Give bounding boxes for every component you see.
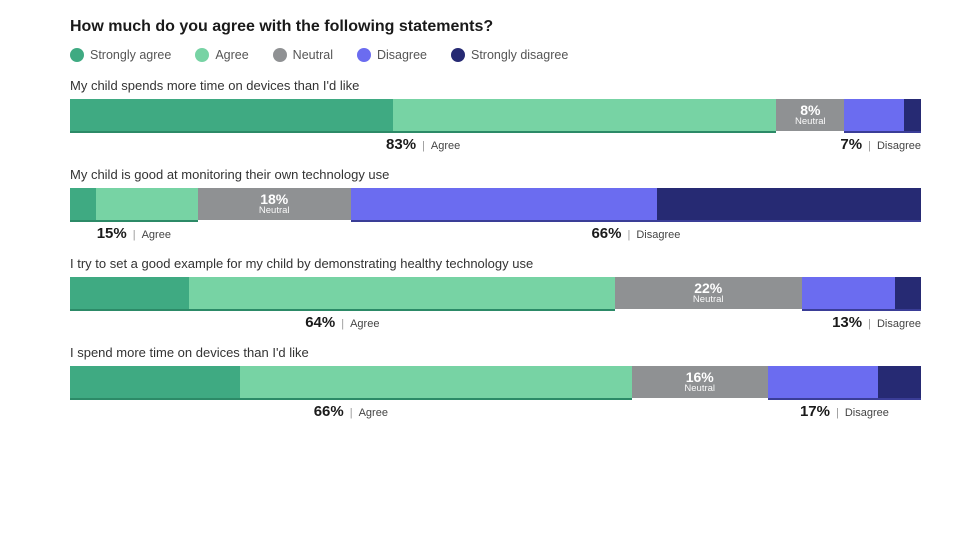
annotation-underline xyxy=(351,220,921,222)
legend-item: Strongly agree xyxy=(70,48,171,62)
bar-segment-strongly_disagree xyxy=(904,99,921,131)
statement-block: I try to set a good example for my child… xyxy=(70,256,921,337)
legend: Strongly agree Agree Neutral Disagree Strong… xyxy=(70,48,921,62)
legend-label: Neutral xyxy=(293,48,333,62)
segment-inbar-label: 8%Neutral xyxy=(795,103,826,127)
legend-item: Disagree xyxy=(357,48,427,62)
stacked-bar: 8%Neutral xyxy=(70,99,921,131)
legend-item: Neutral xyxy=(273,48,333,62)
annotation-underline xyxy=(802,309,921,311)
legend-swatch xyxy=(195,48,209,62)
annotation-underline xyxy=(844,131,921,133)
segment-inbar-label: 18%Neutral xyxy=(259,192,290,216)
bar-segment-strongly_agree xyxy=(70,277,189,309)
stacked-bar: 18%Neutral xyxy=(70,188,921,220)
annotation-underline xyxy=(70,220,198,222)
bar-segment-disagree xyxy=(351,188,657,220)
annotation-disagree: 7%|Disagree xyxy=(840,136,921,153)
bar-segment-disagree xyxy=(844,99,904,131)
annotation-disagree: 17%|Disagree xyxy=(800,403,889,420)
annotation-agree: 66%|Agree xyxy=(314,403,388,420)
legend-label: Strongly agree xyxy=(90,48,171,62)
annotation-row: 66%|Agree 17%|Disagree xyxy=(70,398,921,426)
legend-swatch xyxy=(357,48,371,62)
legend-item: Strongly disagree xyxy=(451,48,568,62)
bar-segment-strongly_agree xyxy=(70,99,393,131)
statement-block: I spend more time on devices than I'd li… xyxy=(70,345,921,426)
legend-swatch xyxy=(70,48,84,62)
bar-segment-strongly_agree xyxy=(70,366,240,398)
statement-label: I try to set a good example for my child… xyxy=(70,256,921,271)
legend-label: Agree xyxy=(215,48,248,62)
bar-segment-strongly_disagree xyxy=(878,366,921,398)
annotation-disagree: 13%|Disagree xyxy=(832,314,921,331)
legend-item: Agree xyxy=(195,48,248,62)
annotation-underline xyxy=(70,131,776,133)
chart-title: How much do you agree with the following… xyxy=(70,18,921,36)
annotation-agree: 15%|Agree xyxy=(97,225,171,242)
legend-swatch xyxy=(273,48,287,62)
legend-label: Strongly disagree xyxy=(471,48,568,62)
statement-label: I spend more time on devices than I'd li… xyxy=(70,345,921,360)
statement-block: My child spends more time on devices tha… xyxy=(70,78,921,159)
bar-segment-neutral: 22%Neutral xyxy=(615,277,802,309)
bar-segment-agree xyxy=(96,188,198,220)
annotation-agree: 83%|Agree xyxy=(386,136,460,153)
annotation-underline xyxy=(70,309,615,311)
stacked-bar: 22%Neutral xyxy=(70,277,921,309)
statement-block: My child is good at monitoring their own… xyxy=(70,167,921,248)
legend-swatch xyxy=(451,48,465,62)
bar-segment-disagree xyxy=(768,366,879,398)
annotation-agree: 64%|Agree xyxy=(305,314,379,331)
bar-segment-agree xyxy=(393,99,776,131)
annotation-underline xyxy=(768,398,921,400)
stacked-bar-chart: My child spends more time on devices tha… xyxy=(70,78,921,426)
legend-label: Disagree xyxy=(377,48,427,62)
annotation-row: 64%|Agree 13%|Disagree xyxy=(70,309,921,337)
segment-inbar-label: 22%Neutral xyxy=(693,281,724,305)
annotation-underline xyxy=(70,398,632,400)
bar-segment-strongly_agree xyxy=(70,188,96,220)
annotation-disagree: 66%|Disagree xyxy=(591,225,680,242)
annotation-row: 83%|Agree 7%|Disagree xyxy=(70,131,921,159)
bar-segment-neutral: 16%Neutral xyxy=(632,366,768,398)
bar-segment-strongly_disagree xyxy=(657,188,921,220)
bar-segment-disagree xyxy=(802,277,896,309)
bar-segment-neutral: 18%Neutral xyxy=(198,188,351,220)
stacked-bar: 16%Neutral xyxy=(70,366,921,398)
bar-segment-agree xyxy=(240,366,631,398)
bar-segment-agree xyxy=(189,277,615,309)
segment-inbar-label: 16%Neutral xyxy=(684,370,715,394)
statement-label: My child is good at monitoring their own… xyxy=(70,167,921,182)
bar-segment-strongly_disagree xyxy=(895,277,921,309)
statement-label: My child spends more time on devices tha… xyxy=(70,78,921,93)
annotation-row: 15%|Agree 66%|Disagree xyxy=(70,220,921,248)
bar-segment-neutral: 8%Neutral xyxy=(776,99,844,131)
